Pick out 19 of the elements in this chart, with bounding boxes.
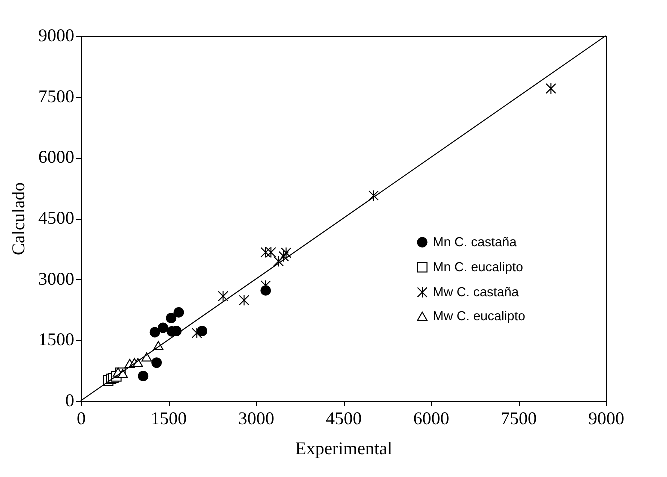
legend-label: Mw C. castaña <box>433 284 520 300</box>
y-axis-title: Calculado <box>8 182 28 256</box>
x-tick-label: 4500 <box>326 408 362 428</box>
x-axis-title: Experimental <box>296 438 392 458</box>
y-tick-label: 7500 <box>38 86 74 106</box>
y-tick-label: 1500 <box>38 330 74 350</box>
x-tick-label: 9000 <box>588 408 624 428</box>
x-tick-label: 6000 <box>414 408 450 428</box>
x-tick-label: 1500 <box>151 408 187 428</box>
legend-label: Mw C. eucalipto <box>433 308 526 324</box>
legend-label: Mn C. castaña <box>433 234 518 250</box>
legend-label: Mn C. eucalipto <box>433 260 524 274</box>
y-tick-label: 4500 <box>38 208 74 228</box>
x-tick-label: 7500 <box>501 408 537 428</box>
y-tick-label: 0 <box>66 390 74 410</box>
y-tick-label: 3000 <box>38 268 74 289</box>
y-tick-label: 9000 <box>38 26 74 46</box>
x-tick-label: 3000 <box>238 408 274 428</box>
y-tick-label: 6000 <box>38 147 74 168</box>
